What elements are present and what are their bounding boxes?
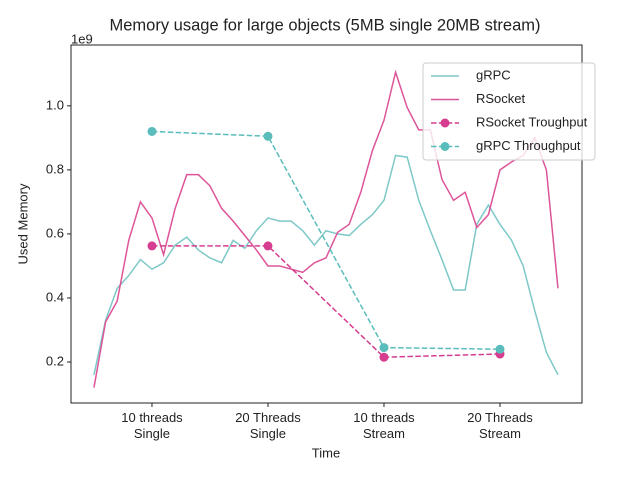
point (379, 343, 389, 353)
legend-box (422, 62, 596, 161)
y-tick-label: 0.6 (46, 225, 64, 240)
point (263, 131, 273, 141)
series-line (93, 154, 559, 376)
y-tick-label: 0.2 (46, 353, 64, 368)
series-line (151, 245, 501, 358)
point (495, 344, 505, 354)
y-offset-label: 1e9 (71, 31, 93, 46)
axes-frame (70, 44, 583, 404)
legend-label: RSocket Troughput (476, 114, 588, 129)
legend-marker (440, 142, 450, 151)
x-tick-label: 10 threads Stream (353, 410, 415, 441)
series-line (93, 69, 559, 388)
chart-title: Memory usage for large objects (5MB sing… (110, 16, 541, 34)
series-line (151, 130, 500, 350)
x-axis-label: Time (312, 445, 340, 460)
x-tick-label: 20 Threads Single (235, 410, 301, 441)
point (379, 352, 389, 362)
legend-label: gRPC Throughput (476, 138, 581, 153)
legend-label: RSocket (476, 91, 526, 106)
x-tick-label: 10 threads Single (121, 410, 183, 441)
legend-label: gRPC (476, 67, 511, 82)
y-tick-label: 0.4 (46, 289, 64, 304)
legend: gRPC RSocket RSocket Troughput gRPC Through… (422, 62, 596, 161)
point (147, 126, 157, 136)
y-tick-label: 0.8 (46, 161, 64, 176)
point (147, 241, 157, 251)
x-tick-label: 20 Threads Stream (467, 410, 533, 441)
y-axis-label: Used Memory (15, 183, 30, 264)
point (263, 241, 273, 251)
legend-marker (440, 118, 450, 128)
y-tick-label: 1.0 (46, 97, 64, 112)
